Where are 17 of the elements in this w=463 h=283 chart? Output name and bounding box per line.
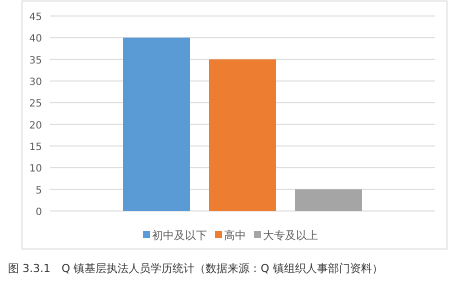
y-tick-label: 45 [29,12,42,23]
bar [123,38,190,211]
y-tick-label: 15 [29,142,42,153]
y-tick-label: 40 [29,34,42,45]
legend-label: 高中 [224,229,246,242]
legend-label: 大专及以上 [263,229,318,242]
y-tick-label: 25 [29,98,42,110]
y-tick-label: 20 [29,120,42,132]
y-tick-label: 5 [36,185,42,196]
y-tick-label: 10 [29,164,42,175]
bar [209,59,276,211]
legend-label: 初中及以下 [152,229,207,242]
caption: 图 3.3.1 Q 镇基层执法人员学历统计（数据来源：Q 镇组织人事部门资料） [8,262,383,275]
y-tick-label: 35 [29,55,42,66]
y-tick-label: 0 [36,207,42,218]
y-tick-label: 30 [29,77,42,88]
bar [295,189,362,211]
